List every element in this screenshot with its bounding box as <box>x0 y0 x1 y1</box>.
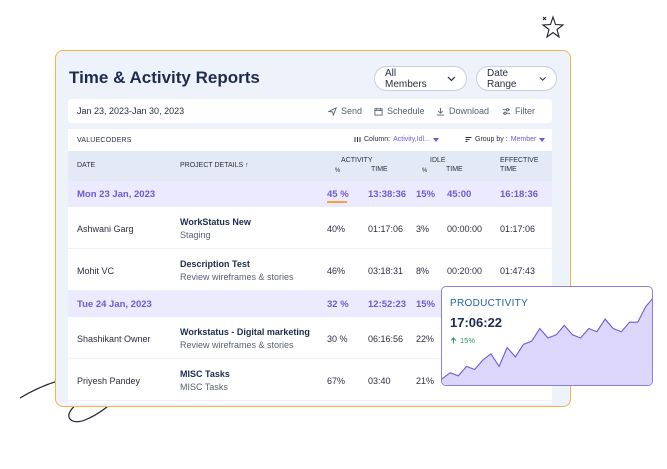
schedule-button[interactable]: Schedule <box>374 106 425 116</box>
idle-percent: 22% <box>416 334 435 344</box>
project-sub: Review wireframes & stories <box>180 340 294 350</box>
group-by-label: Group by : <box>475 136 508 143</box>
table-row[interactable]: Ashwani Garg WorkStatus New Staging 40% … <box>68 207 552 249</box>
header-effective: EFFECTIVE <box>500 157 539 164</box>
send-button[interactable]: Send <box>328 106 362 116</box>
member-name: Shashikant Owner <box>77 334 151 344</box>
header-activity-percent: % <box>335 168 341 174</box>
activity-percent: 46% <box>327 266 346 276</box>
schedule-label: Schedule <box>387 106 425 116</box>
filter-button[interactable]: Filter <box>502 106 535 116</box>
group-by-value: Member <box>510 136 537 143</box>
header-effective-time: TIME <box>500 166 517 173</box>
project-sub: Staging <box>180 230 211 240</box>
sort-lines-icon <box>465 137 472 142</box>
calendar-icon <box>374 107 383 116</box>
group-activity-percent: 32 % <box>327 299 349 310</box>
productivity-change-value: 15% <box>460 336 476 345</box>
arrow-up-icon <box>450 337 457 344</box>
date-range-dropdown[interactable]: Date Range <box>476 66 557 91</box>
send-icon <box>328 106 337 116</box>
productivity-trend-area <box>442 299 652 385</box>
filter-label: Filter <box>515 106 535 116</box>
idle-time: 00:20:00 <box>447 266 483 276</box>
group-idle-time: 45:00 <box>447 189 472 200</box>
header-idle-percent: % <box>422 168 428 174</box>
activity-percent: 40% <box>327 224 346 234</box>
group-idle-percent: 15% <box>416 299 436 310</box>
productivity-change: 15% <box>450 336 475 345</box>
members-dropdown-label: All Members <box>385 67 427 90</box>
header-idle-time: TIME <box>446 166 463 173</box>
member-name: Priyesh Pandey <box>77 376 141 386</box>
activity-time: 03:40 <box>368 376 391 386</box>
table-row[interactable]: Priyesh Pandey MISC Tasks MISC Tasks 67%… <box>68 359 552 401</box>
productivity-card: PRODUCTIVITY 17:06:22 15% <box>441 286 653 386</box>
column-selector-value: Activity,Idl... <box>393 136 430 143</box>
chevron-down-icon <box>539 76 546 81</box>
org-name: VALUECODERS <box>77 137 132 144</box>
effective-time: 01:17:06 <box>500 224 536 234</box>
productivity-value: 17:06:22 <box>450 315 503 330</box>
report-toolbar: Jan 23, 2023-Jan 30, 2023 Send Schedule … <box>68 99 552 123</box>
header-activity-time: TIME <box>371 166 388 173</box>
caret-down-icon <box>539 137 546 142</box>
project-name: MISC Tasks <box>180 369 230 379</box>
project-sub: Review wireframes & stories <box>180 272 294 282</box>
caret-down-icon <box>432 137 439 142</box>
header-date[interactable]: DATE <box>77 162 96 169</box>
group-date: Tue 24 Jan, 2023 <box>77 299 152 310</box>
activity-underline <box>327 201 347 203</box>
effective-time: 01:47:43 <box>500 266 536 276</box>
activity-time: 06:16:56 <box>368 334 404 344</box>
group-activity-time: 13:38:36 <box>368 189 407 200</box>
download-icon <box>436 107 445 116</box>
activity-time: 03:18:31 <box>368 266 404 276</box>
page-title: Time & Activity Reports <box>69 68 260 87</box>
columns-icon <box>354 137 361 142</box>
header-project-details[interactable]: PROJECT DETAILS ↑ <box>180 162 249 169</box>
productivity-trend-line <box>442 298 652 380</box>
member-name: Ashwani Garg <box>77 224 134 234</box>
sparkle-star-icon <box>541 15 565 39</box>
activity-percent: 30 % <box>327 334 348 344</box>
productivity-trend-chart <box>442 298 652 385</box>
group-activity-time: 12:52:23 <box>368 299 407 310</box>
table-column-headers: DATE PROJECT DETAILS ↑ ACTIVITY % TIME I… <box>68 151 552 181</box>
group-idle-percent: 15% <box>416 189 436 200</box>
group-activity-percent: 45 % <box>327 189 349 200</box>
project-sub: MISC Tasks <box>180 382 228 392</box>
table-row[interactable]: Shashikant Owner Workstatus - Digital ma… <box>68 317 552 359</box>
date-range-value: Jan 23, 2023-Jan 30, 2023 <box>77 106 185 116</box>
table-subheader: VALUECODERS Column: Activity,Idl... Grou… <box>68 129 552 151</box>
activity-time: 01:17:06 <box>368 224 404 234</box>
column-selector[interactable]: Column: Activity,Idl... <box>354 136 439 143</box>
date-group-row[interactable]: Mon 23 Jan, 2023 45 % 13:38:36 15% 45:00… <box>68 181 552 207</box>
date-range-dropdown-label: Date Range <box>487 67 517 90</box>
group-effective-time: 16:18:36 <box>500 189 539 200</box>
sliders-icon <box>502 107 511 115</box>
idle-percent: 8% <box>416 266 430 276</box>
activity-percent: 67% <box>327 376 346 386</box>
column-selector-label: Column: <box>364 136 391 143</box>
project-name: WorkStatus New <box>180 217 251 227</box>
idle-percent: 21% <box>416 376 435 386</box>
chevron-down-icon <box>447 76 456 81</box>
project-name: Workstatus - Digital marketing <box>180 327 310 337</box>
report-card: Time & Activity Reports All Members Date… <box>55 50 571 407</box>
member-name: Mohit VC <box>77 266 115 276</box>
send-label: Send <box>341 106 363 116</box>
productivity-title: PRODUCTIVITY <box>450 298 529 309</box>
idle-time: 00:00:00 <box>447 224 483 234</box>
members-dropdown[interactable]: All Members <box>374 66 467 91</box>
group-date: Mon 23 Jan, 2023 <box>77 189 156 200</box>
header-activity: ACTIVITY <box>341 157 373 164</box>
header-idle: IDLE <box>430 157 446 164</box>
download-label: Download <box>449 106 490 116</box>
download-button[interactable]: Download <box>436 106 489 116</box>
table-row[interactable]: Mohit VC Description Test Review wirefra… <box>68 249 552 291</box>
group-by-selector[interactable]: Group by : Member <box>465 136 546 143</box>
idle-percent: 3% <box>416 224 430 234</box>
project-name: Description Test <box>180 259 250 269</box>
